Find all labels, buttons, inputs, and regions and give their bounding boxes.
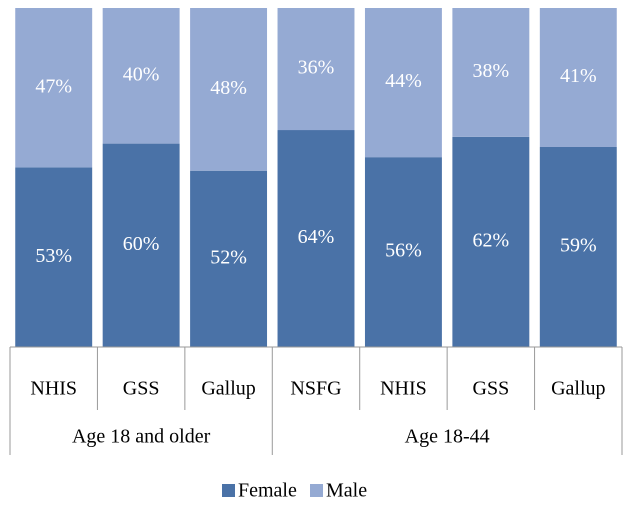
data-label: 59%: [560, 235, 597, 257]
legend-label: Female: [238, 480, 297, 502]
legend-swatch: [310, 484, 323, 497]
bar-segment: [539, 8, 617, 147]
data-label: 64%: [298, 226, 335, 248]
data-label: 56%: [385, 240, 422, 262]
bar-segment: [190, 170, 268, 347]
data-label: 53%: [35, 245, 72, 267]
x-tick-label: GSS: [123, 378, 160, 400]
data-label: 60%: [123, 233, 160, 255]
group-label: Age 18-44: [405, 426, 490, 448]
data-label: 62%: [473, 230, 510, 252]
x-tick-label: GSS: [473, 378, 510, 400]
data-label: 41%: [560, 65, 597, 87]
data-label: 40%: [123, 63, 160, 85]
x-tick-label: NHIS: [30, 378, 77, 400]
data-label: 47%: [35, 75, 72, 97]
data-label: 36%: [298, 57, 335, 79]
bar-segment: [452, 8, 530, 137]
x-tick-label: Gallup: [201, 378, 255, 400]
bar-segment: [539, 146, 617, 347]
x-tick-label: Gallup: [551, 378, 605, 400]
bar-segment: [15, 8, 93, 168]
x-tick-label: NSFG: [290, 378, 341, 400]
bar-segment: [364, 8, 442, 158]
data-label: 52%: [210, 246, 247, 268]
x-tick-label: NHIS: [380, 378, 427, 400]
bar-segment: [102, 8, 180, 144]
bar-segment: [102, 143, 180, 347]
data-label: 44%: [385, 70, 422, 92]
bar-segment: [15, 167, 93, 347]
bar-segment: [364, 157, 442, 347]
bar-segment: [452, 136, 530, 347]
legend-label: Male: [326, 480, 367, 502]
legend-swatch: [222, 484, 235, 497]
bar-segment: [277, 130, 355, 347]
bar-segment: [190, 8, 268, 171]
group-label: Age 18 and older: [72, 426, 211, 448]
data-label: 38%: [473, 60, 510, 82]
data-label: 48%: [210, 77, 247, 99]
bar-segment: [277, 8, 355, 131]
